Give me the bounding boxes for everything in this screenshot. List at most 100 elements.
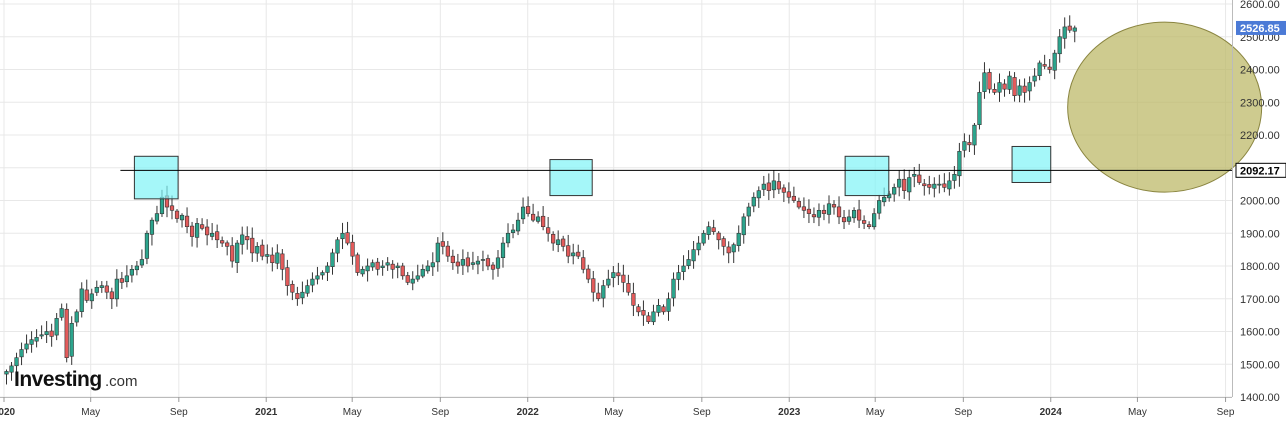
x-tick-label: 2020 [0, 407, 16, 418]
highlight-box [133, 155, 179, 200]
candle [114, 269, 119, 307]
candle [94, 280, 99, 296]
y-tick-label: 1400.00 [1240, 392, 1280, 404]
candle-body [606, 278, 611, 286]
candle-body [596, 292, 601, 300]
candle-body [189, 225, 195, 237]
candle [1017, 79, 1022, 103]
candle [240, 226, 245, 255]
candle [1042, 54, 1047, 70]
candle-body [74, 311, 79, 323]
candle-body [661, 306, 666, 313]
candle-body [19, 349, 24, 358]
candle-body [505, 232, 511, 244]
candle-body [480, 259, 486, 261]
candle [786, 182, 791, 204]
candle [330, 248, 335, 275]
candle [997, 73, 1002, 102]
candle [129, 265, 134, 283]
candle-body [315, 275, 320, 280]
candle-body [746, 206, 751, 217]
candle-body [335, 239, 340, 254]
candle-body [39, 334, 44, 337]
candle-body [460, 259, 465, 266]
candle-body [716, 232, 721, 241]
candle-body [410, 278, 415, 284]
candle-body [149, 219, 155, 235]
candle-body [134, 265, 140, 271]
candle-body [1062, 26, 1067, 39]
x-tick-label: Sep [693, 407, 711, 418]
candle-body [796, 201, 802, 208]
candle [355, 252, 360, 276]
candle-body [766, 182, 771, 191]
candle [74, 309, 79, 327]
candle-body [129, 268, 134, 276]
candle [79, 282, 84, 318]
candle-body [937, 183, 942, 186]
candle-body [666, 298, 671, 312]
candle-body [370, 262, 375, 268]
candle-body [194, 223, 200, 238]
candle-body [741, 216, 746, 236]
candle [561, 235, 566, 252]
highlight-box [1011, 145, 1052, 183]
x-tick-label: Sep [1217, 407, 1235, 418]
candle-body [1027, 82, 1032, 92]
candle-body [114, 278, 119, 300]
candle-body [947, 180, 952, 190]
candle [701, 230, 706, 246]
candle [656, 298, 661, 317]
level-label-bg [1235, 162, 1286, 178]
candle [681, 255, 686, 281]
candle-body [515, 219, 521, 232]
candle-body [450, 255, 455, 264]
candle [225, 240, 230, 256]
candle-body [34, 337, 39, 342]
candle-body [420, 268, 425, 277]
candle [972, 123, 977, 155]
candle-body [355, 254, 360, 273]
candle-body [982, 72, 987, 92]
candle-body [591, 278, 596, 293]
candle [716, 231, 721, 250]
candle [977, 81, 982, 130]
y-tick-label: 2300.00 [1240, 97, 1280, 109]
candle [556, 230, 561, 253]
candle [340, 222, 345, 250]
candle-body [656, 304, 661, 313]
candle-body [295, 293, 300, 300]
candle-body [616, 272, 621, 277]
candle [987, 68, 992, 94]
candle [952, 165, 957, 189]
candle-body [280, 253, 285, 270]
candle-body [99, 285, 104, 288]
candle-body [571, 252, 576, 257]
candle-body [862, 220, 867, 224]
candle-body [225, 242, 230, 247]
candle-body [601, 285, 606, 299]
candle [536, 211, 541, 224]
candle-body [400, 265, 405, 277]
candle-body [84, 289, 89, 301]
candle-body [962, 141, 967, 151]
candle-body [395, 265, 400, 269]
candle-body [831, 204, 837, 208]
candle-body [907, 177, 912, 193]
candle [1037, 60, 1042, 81]
candle-body [240, 234, 245, 245]
candle [746, 202, 751, 226]
candle-body [465, 257, 471, 267]
candle [867, 221, 872, 230]
x-tick-label: May [866, 407, 885, 418]
candle [280, 249, 285, 281]
candle-body [250, 237, 255, 254]
candle-body [445, 245, 450, 257]
candle-body [942, 183, 947, 188]
candle-body [255, 246, 260, 254]
candle-body [94, 286, 99, 293]
candle-body [29, 339, 34, 345]
candle [932, 177, 937, 198]
candle [189, 221, 195, 247]
candle [134, 261, 140, 276]
